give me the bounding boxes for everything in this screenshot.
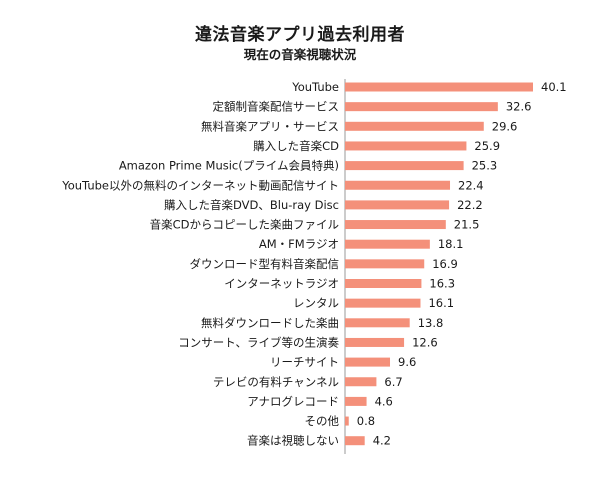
category-label: レンタル [293,296,339,310]
category-label: 音楽は視聴しない [247,434,339,448]
value-label: 4.6 [375,394,393,408]
bar [345,180,451,190]
bar [345,396,367,406]
value-label: 4.2 [373,434,391,448]
category-label: コンサート、ライブ等の生演奏 [178,335,339,349]
chart-subtitle: 現在の音楽視聴状況 [243,47,357,62]
value-label: 12.6 [412,335,438,349]
bar [345,161,464,171]
value-label: 21.5 [454,218,480,232]
bar [345,259,425,269]
category-label: YouTube以外の無料のインターネット動画配信サイト [61,178,339,192]
bar [345,141,467,151]
category-label: テレビの有料チャンネル [213,375,339,389]
bar [345,220,446,230]
category-label: アナログレコード [247,394,339,408]
value-label: 40.1 [541,80,567,94]
value-label: 16.1 [428,296,454,310]
category-label: AM・FMラジオ [259,237,339,251]
value-label: 32.6 [506,100,532,114]
category-label: ダウンロード型有料音楽配信 [190,257,340,271]
value-label: 22.2 [457,198,483,212]
value-label: 0.8 [357,414,375,428]
bar [345,82,533,92]
category-label: Amazon Prime Music(プライム会員特典) [119,159,339,173]
category-label: YouTube [291,80,339,94]
category-label: リーチサイト [270,355,339,369]
category-label: その他 [305,414,340,428]
bar [345,436,365,446]
bar [345,357,391,367]
bar [345,298,421,308]
bar [345,416,349,426]
category-label: 定額制音楽配信サービス [213,100,340,114]
value-label: 22.4 [458,178,484,192]
bar [345,239,430,249]
chart-title: 違法音楽アプリ過去利用者 [195,25,405,45]
bar [345,279,422,288]
bar [345,121,484,131]
value-label: 9.6 [398,355,416,369]
value-label: 16.9 [432,257,458,271]
value-label: 13.8 [418,316,444,330]
value-label: 6.7 [384,375,402,389]
category-label: 無料音楽アプリ・サービス [201,119,339,133]
bar [345,318,410,328]
category-label: 音楽CDからコピーした楽曲ファイル [150,218,339,232]
bar [345,337,405,347]
value-label: 29.6 [492,119,518,133]
value-label: 25.3 [472,159,498,173]
category-label: 無料ダウンロードした楽曲 [201,316,339,330]
value-label: 16.3 [429,277,455,291]
value-label: 18.1 [438,237,464,251]
bar [345,377,377,387]
bar [345,200,450,210]
category-label: 購入した音楽CD [253,139,339,153]
value-label: 25.9 [474,139,500,153]
category-label: 購入した音楽DVD、Blu-ray Disc [164,198,339,212]
bar [345,102,498,112]
category-label: インターネットラジオ [224,277,339,291]
